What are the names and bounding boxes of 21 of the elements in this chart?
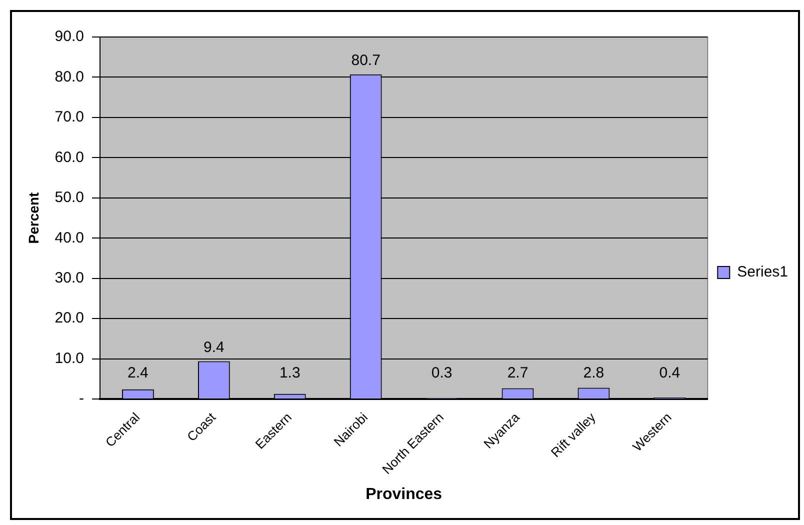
y-axis-title: Percent [25,192,42,244]
data-label: 2.4 [128,364,148,382]
data-label: 0.3 [431,364,452,382]
y-tick-label: - [78,390,84,408]
data-label: 0.4 [659,364,680,382]
y-tick-label: 90.0 [54,28,84,46]
y-tick-label: 60.0 [54,148,84,166]
y-tick-label: 50.0 [54,189,84,206]
y-tick-label: 10.0 [54,350,84,367]
x-axis-title: Provinces [366,486,442,503]
y-tick-label: 20.0 [54,310,84,327]
data-label: 9.4 [204,338,224,356]
y-tick-label: 30.0 [54,270,84,287]
y-tick-label: 40.0 [54,229,84,246]
data-label: 80.7 [351,52,380,70]
y-tick-label: 70.0 [54,108,84,126]
data-label: 2.7 [507,364,528,382]
data-label: 1.3 [279,364,300,382]
legend-label: Series1 [737,264,788,281]
y-tick-label: 80.0 [54,68,84,86]
data-label: 2.8 [583,364,604,382]
